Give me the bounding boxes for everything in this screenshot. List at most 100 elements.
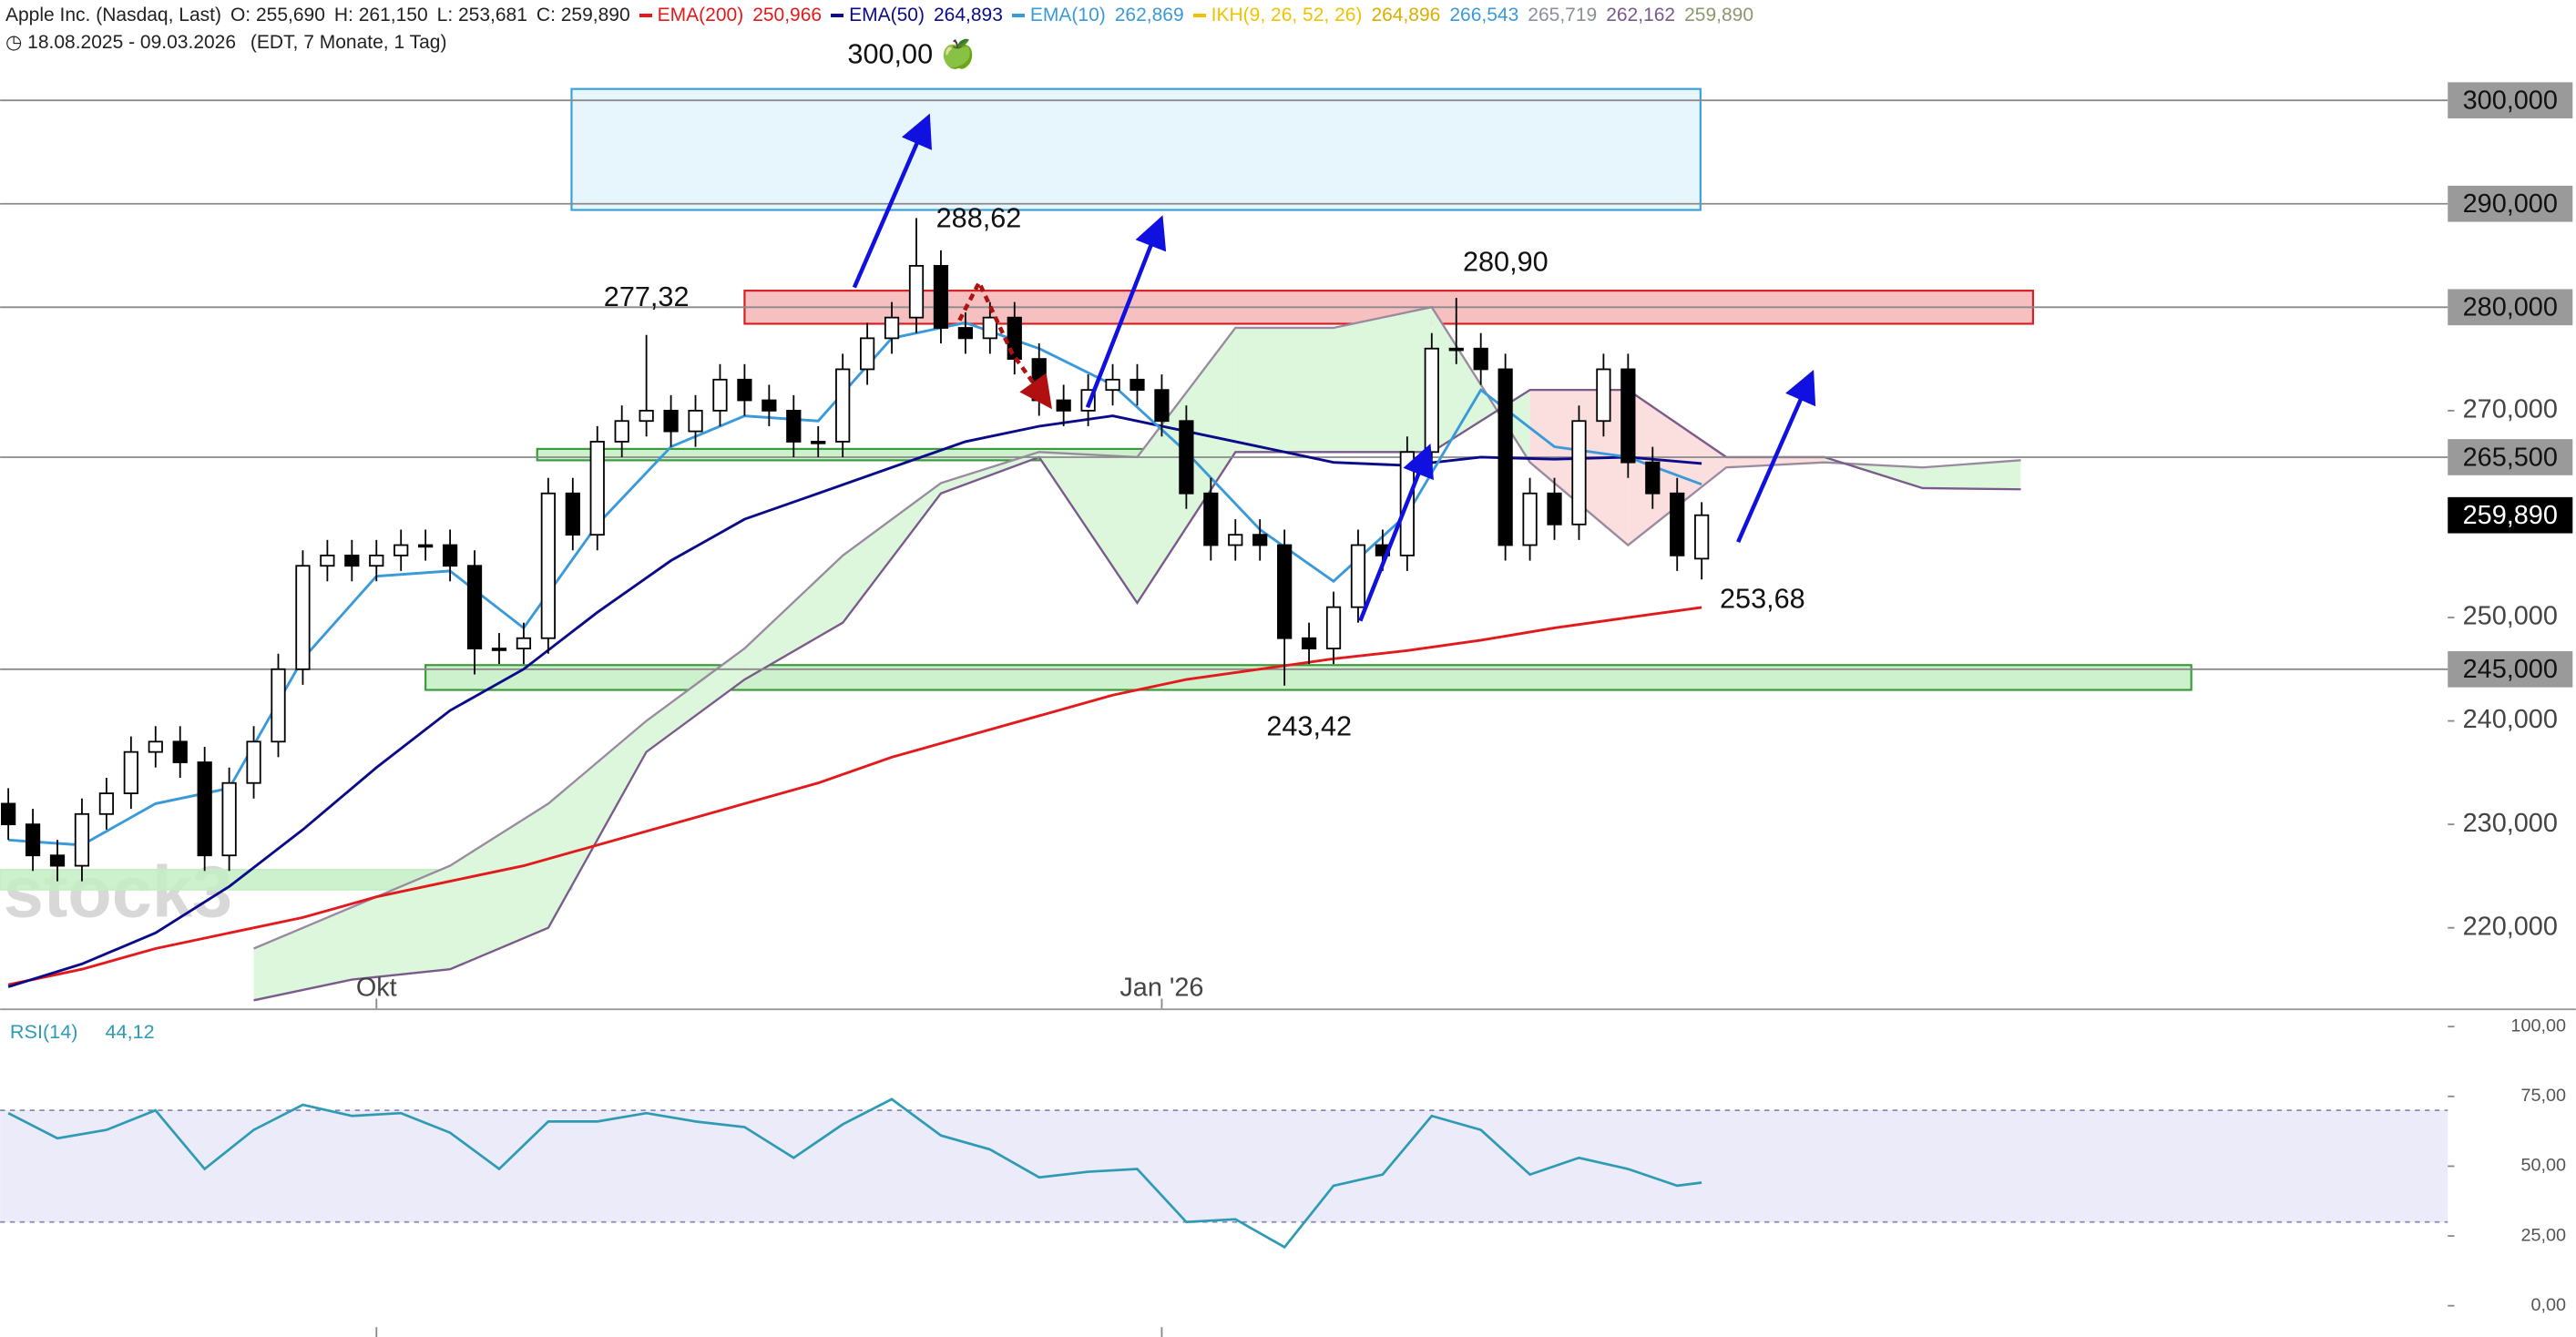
annotation: 253,68	[1720, 584, 1805, 615]
y-tick-label: 230,000	[2463, 809, 2558, 838]
cloud	[843, 483, 941, 623]
indicator-name: EMA(10)	[1012, 5, 1106, 26]
arrow	[852, 113, 933, 289]
candle-body	[1448, 347, 1464, 352]
candle-body	[1, 802, 16, 826]
arrow	[1736, 370, 1816, 544]
candle-body	[1203, 492, 1219, 546]
details: (EDT, 7 Monate, 1 Tag)	[250, 32, 447, 53]
header-line: Apple Inc. (Nasdaq, Last) O: 255,690 H: 26…	[5, 2, 1763, 29]
candle-body	[491, 648, 507, 651]
price-marker-label: 280,000	[2463, 293, 2558, 322]
candle-body	[811, 441, 826, 444]
candle-body	[271, 668, 286, 743]
ohlc: C: 259,890	[536, 5, 630, 26]
candle-body	[908, 264, 925, 319]
candle-body	[1645, 461, 1661, 495]
candle-body	[957, 327, 974, 340]
candle-body	[982, 316, 997, 340]
candle-body	[1522, 492, 1538, 546]
y-tick-label: 25,00	[2520, 1225, 2566, 1245]
price-marker	[2448, 82, 2573, 119]
annotation: 300,00 🍏	[847, 38, 975, 70]
ohlc: O: 255,690	[230, 5, 325, 26]
price-marker-label: 245,000	[2463, 655, 2558, 684]
cloud	[547, 720, 647, 928]
candle-body	[344, 554, 360, 567]
indicator-value: 264,893	[933, 5, 1003, 26]
candle-body	[1498, 368, 1513, 546]
indicator-value: 265,719	[1528, 5, 1598, 26]
cloud	[253, 907, 353, 1001]
price-marker	[2448, 289, 2573, 326]
price-marker	[2448, 496, 2573, 534]
candle-body	[1228, 534, 1243, 546]
ema-line	[7, 606, 1702, 986]
candle-body	[565, 492, 580, 536]
candle-body	[688, 409, 703, 433]
candle-body	[835, 368, 851, 443]
candle-body	[1620, 368, 1636, 464]
period: 18.08.2025 - 09.03.2026	[27, 32, 237, 53]
annotation: 288,62	[936, 202, 1022, 233]
cloud	[1334, 307, 1432, 453]
candle-body	[1252, 534, 1268, 546]
candle-body	[860, 337, 875, 371]
candle-body	[74, 812, 90, 867]
x-tick-label: Okt	[356, 973, 397, 1002]
y-tick-label: 0,00	[2530, 1295, 2566, 1315]
rsi-line	[7, 1097, 1702, 1250]
arrow	[1085, 215, 1167, 409]
candle-body	[123, 750, 138, 794]
indicator-value: 266,543	[1449, 5, 1519, 26]
candle-body	[1325, 606, 1342, 649]
candle-body	[98, 792, 115, 815]
annotation: 280,90	[1463, 246, 1549, 277]
candle-body	[1301, 637, 1317, 649]
main-panel: stock3 300,00 🍏 288,62 277,32 280,90 243,42 25…	[0, 38, 2573, 1009]
header-line: ◷ 18.08.2025 - 09.03.2026 (EDT, 7 Monate…	[5, 32, 447, 53]
candle-body	[442, 544, 458, 567]
rsi-value: 44,12	[106, 1020, 155, 1043]
candle-body	[1056, 399, 1071, 412]
candle-body	[1694, 514, 1710, 560]
cloud	[1726, 456, 1825, 468]
candle-body	[369, 554, 384, 567]
candle-body	[148, 740, 163, 753]
cloud	[940, 452, 1039, 494]
candle-body	[1277, 544, 1293, 639]
cloud	[450, 803, 548, 970]
candle-body	[466, 565, 483, 649]
candle-body	[933, 264, 949, 329]
candle-body	[516, 637, 532, 649]
candle-body	[589, 441, 605, 536]
candle-body	[418, 544, 434, 548]
candle-body	[737, 378, 752, 402]
ema-line	[7, 414, 1702, 988]
cloud	[1235, 328, 1334, 453]
candle-body	[25, 823, 41, 857]
symbol: Apple Inc. (Nasdaq, Last)	[5, 5, 221, 26]
price-marker	[2448, 439, 2573, 475]
cloud	[646, 648, 745, 752]
indicator-value: 250,966	[752, 5, 823, 26]
candle-body	[639, 409, 654, 423]
y-tick-label: 100,00	[2510, 1016, 2566, 1036]
price-marker-label: 300,000	[2463, 87, 2558, 116]
candle-body	[1154, 389, 1170, 423]
candle-body	[712, 378, 728, 412]
header: Apple Inc. (Nasdaq, Last) O: 255,690 H: 26…	[5, 2, 1763, 56]
candle-body	[295, 565, 311, 670]
cloud	[744, 555, 843, 680]
ohlc: H: 261,150	[333, 5, 428, 26]
candle-body	[320, 554, 335, 567]
y-tick-label: 270,000	[2463, 394, 2558, 424]
arrows	[852, 113, 1816, 622]
ohlc: L: 253,681	[436, 5, 527, 26]
price-marker-label: 290,000	[2463, 189, 2558, 219]
candle-body	[1596, 368, 1611, 423]
candle-body	[172, 740, 188, 763]
price-marker-label: 259,890	[2463, 501, 2558, 530]
indicator-value: 259,890	[1684, 5, 1754, 26]
